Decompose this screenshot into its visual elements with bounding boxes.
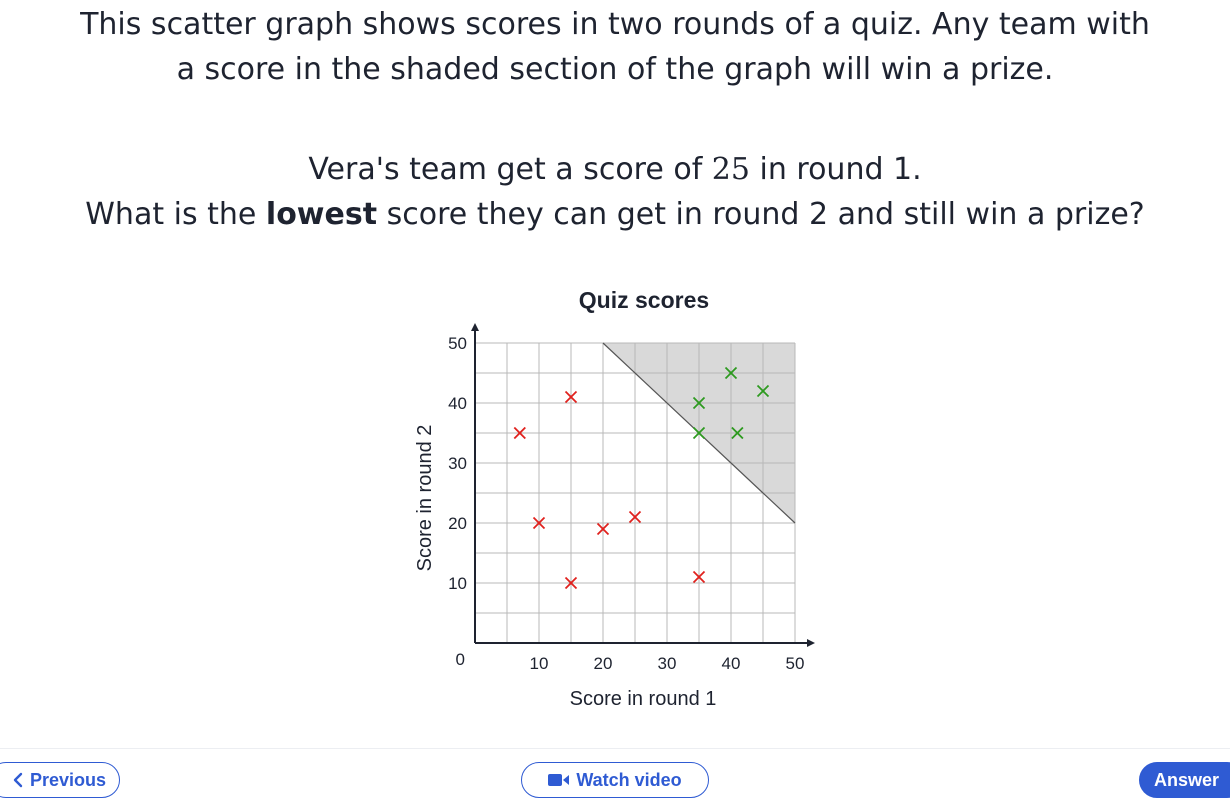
cross-stroke bbox=[692, 426, 706, 440]
x-tick-label: 30 bbox=[658, 654, 677, 673]
data-point-green bbox=[692, 426, 706, 440]
data-point-red bbox=[564, 576, 578, 590]
x-axis-arrow bbox=[807, 639, 815, 647]
data-point-red bbox=[564, 390, 578, 404]
y-axis-label: Score in round 2 bbox=[414, 425, 436, 572]
previous-button[interactable]: Previous bbox=[0, 762, 120, 798]
answer-button[interactable]: Answer bbox=[1139, 762, 1230, 798]
cross-stroke bbox=[756, 384, 770, 398]
x-axis-label: Score in round 1 bbox=[570, 688, 717, 710]
data-point-green bbox=[756, 384, 770, 398]
y-tick-label: 20 bbox=[448, 514, 467, 533]
chart-title: Quiz scores bbox=[579, 287, 709, 313]
origin-label: 0 bbox=[456, 650, 465, 669]
y-tick-label: 50 bbox=[448, 334, 467, 353]
x-tick-label: 20 bbox=[594, 654, 613, 673]
chevron-left-icon bbox=[12, 772, 24, 788]
cross-stroke bbox=[564, 576, 578, 590]
question-line-3: Vera's team get a score of 25 in round 1… bbox=[0, 147, 1230, 192]
question-text: This scatter graph shows scores in two r… bbox=[0, 2, 1230, 237]
question-line-3-end: in round 1. bbox=[749, 152, 922, 187]
cross-stroke bbox=[692, 570, 706, 584]
data-point-green bbox=[731, 426, 744, 440]
cross-stroke bbox=[513, 426, 526, 440]
question-line-1: This scatter graph shows scores in two r… bbox=[80, 7, 1150, 42]
question-line-4: What is the lowest score they can get in… bbox=[0, 192, 1230, 237]
data-point-red bbox=[532, 516, 546, 530]
y-tick-label: 10 bbox=[448, 574, 467, 593]
cross-stroke bbox=[628, 510, 642, 524]
score-value: 25 bbox=[711, 152, 750, 187]
data-point-green bbox=[724, 366, 738, 380]
watch-video-label: Watch video bbox=[576, 769, 682, 790]
cross-stroke bbox=[692, 396, 706, 410]
y-tick-label: 30 bbox=[448, 454, 467, 473]
question-line-4-end: score they can get in round 2 and still … bbox=[377, 197, 1145, 232]
x-tick-label: 50 bbox=[786, 654, 805, 673]
y-axis-arrow bbox=[471, 323, 479, 331]
cross-stroke bbox=[731, 426, 744, 440]
emphasis-lowest: lowest bbox=[265, 197, 378, 232]
question-line-2: a score in the shaded section of the gra… bbox=[176, 52, 1054, 87]
answer-label: Answer bbox=[1154, 769, 1220, 790]
data-point-green bbox=[692, 396, 706, 410]
cross-stroke bbox=[532, 516, 546, 530]
cross-stroke bbox=[564, 390, 578, 404]
y-tick-label: 40 bbox=[448, 394, 467, 413]
x-tick-label: 40 bbox=[722, 654, 741, 673]
footer-bar: Previous Watch video Answer bbox=[0, 748, 1230, 808]
cross-stroke bbox=[596, 522, 610, 536]
data-point-red bbox=[692, 570, 706, 584]
question-line-4-start: What is the bbox=[85, 197, 266, 232]
question-line-3-start: Vera's team get a score of bbox=[308, 152, 712, 187]
cross-stroke bbox=[724, 366, 738, 380]
data-point-red bbox=[596, 522, 610, 536]
data-point-red bbox=[513, 426, 526, 440]
video-camera-icon bbox=[548, 773, 570, 787]
data-point-red bbox=[628, 510, 642, 524]
scatter-chart: 10 20 30 40 50 10 20 30 40 50 0 Quiz scores Score in… bbox=[414, 287, 815, 710]
previous-label: Previous bbox=[29, 769, 107, 790]
x-tick-label: 10 bbox=[530, 654, 549, 673]
watch-video-button[interactable]: Watch video bbox=[521, 762, 709, 798]
